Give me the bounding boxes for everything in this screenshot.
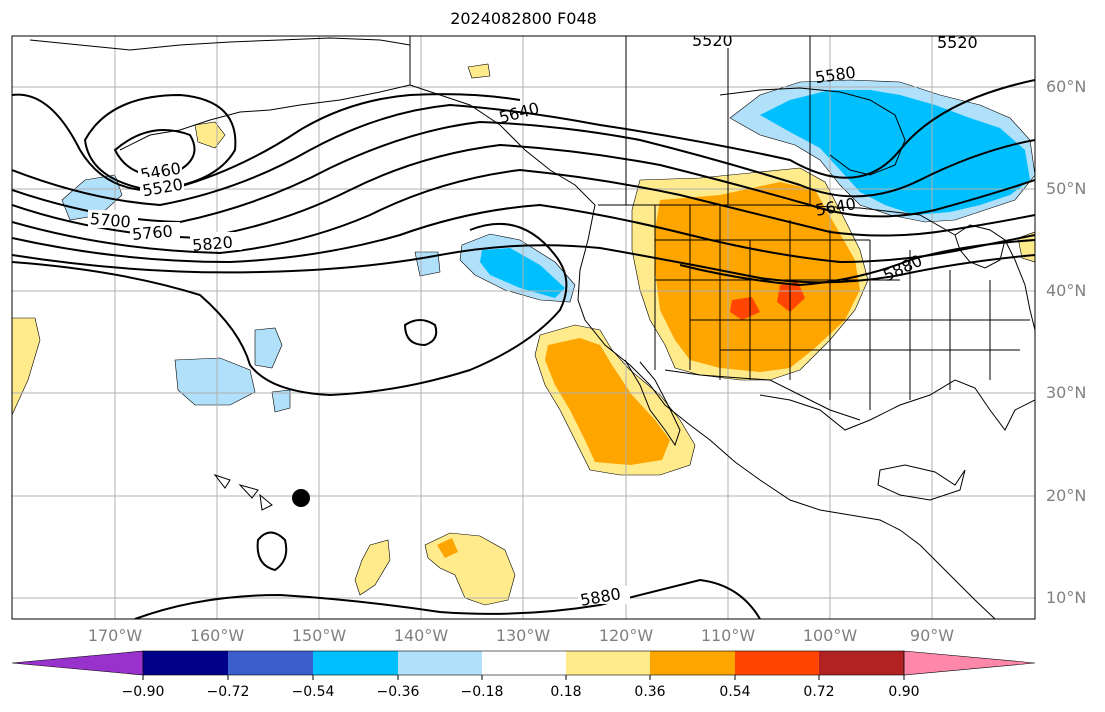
colorbar-segment [482, 651, 566, 675]
contour-label-5700: 5700 [89, 209, 131, 231]
colorbar-tick-label: −0.72 [206, 684, 250, 700]
contour-5880-south [134, 578, 761, 619]
us-mexico-border [664, 369, 861, 421]
colorbar-segment [735, 651, 819, 675]
colorbar-tick-label: 0.54 [719, 684, 751, 700]
hawaii-1 [213, 474, 231, 489]
contour-label-5760: 5760 [131, 221, 173, 243]
colorbar-tick-label: −0.90 [121, 684, 165, 700]
colorbar-segment [398, 651, 482, 675]
map-frame [11, 35, 1036, 620]
hawaii-2 [238, 484, 259, 499]
colorbar-segment [819, 651, 904, 675]
lon-label-100w: 100°W [802, 626, 858, 645]
colorbar-segment [566, 651, 650, 675]
colorbar-tick-label: −0.18 [460, 684, 504, 700]
negative-anomaly-light-small-3 [271, 389, 291, 413]
lon-label-150w: 150°W [291, 626, 347, 645]
colorbar-tick-label: 0.72 [803, 684, 835, 700]
colorbar-extend-high [903, 650, 1036, 676]
location-marker [292, 489, 310, 507]
negative-anomaly-light-hawaii-north [174, 357, 256, 406]
lon-label-130w: 130°W [495, 626, 551, 645]
colorbar-tick-label: −0.54 [291, 684, 335, 700]
contour-closed-hawaii [256, 531, 288, 572]
colorbar-segment [143, 651, 228, 675]
colorbar [11, 650, 1036, 680]
hawaii-3 [259, 493, 273, 511]
lat-label-20n: 20°N [1046, 486, 1087, 505]
lat-label-50n: 50°N [1046, 179, 1087, 198]
canada-provinces [625, 36, 811, 205]
colorbar-frame [142, 650, 905, 676]
north-america-west-coast [409, 36, 996, 619]
colorbar-extend-low [11, 650, 144, 676]
colorbar-tick-label: 0.36 [634, 684, 666, 700]
contour-label-5880-east: 5880 [880, 251, 925, 285]
lon-label-170w: 170°W [87, 626, 143, 645]
contour-label-5520-ne: 5520 [937, 33, 978, 52]
colorbar-tick-label: 0.18 [550, 684, 582, 700]
contour-5580 [12, 120, 1035, 224]
map-title: 2024082800 F048 [450, 9, 597, 28]
lon-label-140w: 140°W [393, 626, 449, 645]
positive-anomaly-light-north [467, 63, 491, 79]
alaska-north [29, 37, 411, 51]
negative-anomaly-light-small-1 [254, 327, 283, 369]
alaska-coast [119, 84, 411, 151]
positive-anomaly-light-alaska [194, 121, 226, 149]
coastlines [29, 36, 1035, 619]
contour-5880-b [679, 239, 1035, 287]
contour-5460 [12, 93, 521, 192]
colorbar-tick-label: −0.36 [376, 684, 420, 700]
lon-label-120w: 120°W [598, 626, 654, 645]
contour-5760 [12, 203, 1035, 264]
positive-anomaly-strong-2 [730, 297, 760, 320]
lat-label-60n: 60°N [1046, 77, 1087, 96]
contour-label-layer: 5460 5520 5520 5520 5580 5640 5640 5700 … [88, 31, 985, 610]
graticule [12, 36, 1035, 619]
us-state-grid-1 [654, 205, 991, 410]
us-canada-border [598, 204, 956, 236]
contour-5820 [12, 244, 1035, 284]
lat-label-40n: 40°N [1046, 281, 1087, 300]
gulf-of-mexico-coast [759, 379, 1035, 431]
positive-anomaly-light-pacific-west [354, 539, 391, 596]
positive-anomaly-mid-baja [545, 338, 670, 465]
negative-anomaly-mid-canada [760, 90, 1030, 215]
contour-low-inner [113, 129, 196, 177]
positive-anomaly-strong-1 [777, 282, 805, 312]
yucatan [877, 464, 966, 501]
lon-label-110w: 110°W [700, 626, 756, 645]
positive-anomaly-mid-pacific-south [437, 538, 458, 558]
height-contours [12, 79, 1035, 619]
contour-closed-small [403, 319, 438, 347]
positive-anomaly-light-left-edge [12, 317, 41, 416]
positive-anomaly-light-pacific-south [424, 532, 516, 606]
lat-label-30n: 30°N [1046, 383, 1087, 402]
colorbar-segment [650, 651, 735, 675]
contour-low-2 [83, 93, 237, 192]
contour-label-5820: 5820 [191, 232, 233, 254]
hudson-bay [719, 87, 906, 176]
baja-peninsula [624, 359, 681, 447]
contour-label-5520-north: 5520 [692, 31, 733, 50]
contour-5880-a [12, 222, 568, 397]
colorbar-segment [313, 651, 398, 675]
east-coast [1004, 239, 1035, 331]
lat-label-10n: 10°N [1046, 588, 1087, 607]
contour-5700 [12, 168, 1035, 255]
colorbar-tick-label: 0.90 [888, 684, 920, 700]
colorbar-segment [228, 651, 313, 675]
lon-label-90w: 90°W [909, 626, 955, 645]
contour-5520 [12, 79, 1035, 207]
lon-label-160w: 160°W [189, 626, 245, 645]
great-lakes [954, 224, 1006, 269]
